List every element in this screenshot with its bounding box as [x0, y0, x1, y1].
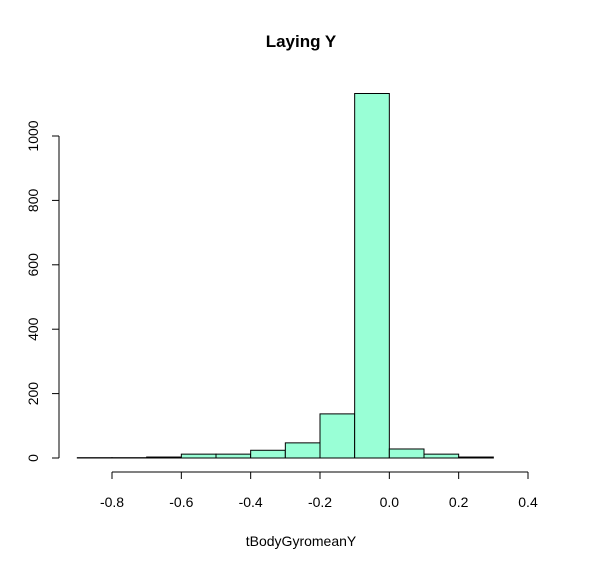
y-axis: 0 200 400 600 800 1000: [25, 120, 60, 462]
y-tick-label: 1000: [25, 120, 41, 151]
y-tick-label: 800: [25, 189, 41, 213]
bars-group: [76, 92, 494, 459]
x-tick-label: 0.2: [449, 494, 469, 510]
y-tick-label: 600: [25, 253, 41, 277]
x-tick-label: -0.2: [308, 494, 332, 510]
y-tick-label: 0: [25, 454, 41, 462]
histogram-bar: [354, 92, 390, 459]
x-tick-label: -0.6: [169, 494, 193, 510]
x-axis: -0.8 -0.6 -0.4 -0.2 0.0 0.2 0.4: [100, 471, 538, 510]
chart-title: Laying Y: [266, 32, 337, 51]
x-tick-label: -0.4: [239, 494, 263, 510]
x-tick-label: 0.0: [380, 494, 400, 510]
histogram-bar: [423, 453, 460, 459]
histogram-bar: [180, 453, 217, 459]
y-tick-label: 400: [25, 317, 41, 341]
histogram-bar: [388, 448, 425, 459]
x-tick-label: -0.8: [100, 494, 124, 510]
histogram-bar: [215, 453, 252, 459]
x-axis-label: tBodyGyromeanY: [246, 533, 357, 549]
y-tick-label: 200: [25, 382, 41, 406]
histogram-bar: [319, 413, 356, 459]
histogram-bar: [284, 442, 321, 459]
x-tick-label: 0.4: [518, 494, 538, 510]
histogram-bar: [250, 449, 286, 459]
